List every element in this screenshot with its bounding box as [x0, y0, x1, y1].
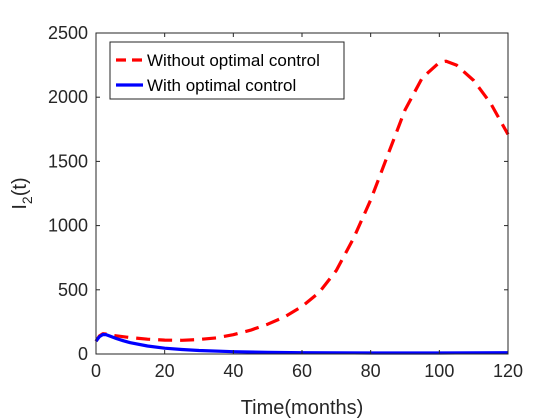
- legend-box: [109, 41, 345, 100]
- x-tick-label: 60: [292, 361, 312, 381]
- y-axis-label-main: I: [9, 204, 31, 210]
- series-line-with-control: [94, 332, 509, 355]
- x-tick-label: 0: [91, 361, 101, 381]
- x-tick-label: 80: [361, 361, 381, 381]
- y-tick-label: 1000: [48, 216, 88, 236]
- x-tick-label: 20: [155, 361, 175, 381]
- y-axis-label: I2(t): [9, 177, 35, 209]
- x-axis-label: Time(months): [241, 397, 364, 419]
- y-tick-label: 2500: [48, 23, 88, 43]
- series-line-without-control: [94, 59, 510, 343]
- y-tick-label: 1500: [48, 151, 88, 171]
- y-tick-label: 500: [58, 280, 88, 300]
- legend: Without optimal control With optimal con…: [109, 41, 345, 100]
- y-axis-label-tail: (t): [9, 177, 31, 196]
- x-tick-label: 100: [424, 361, 454, 381]
- y-tick-label: 0: [78, 344, 88, 364]
- y-tick-label: 2000: [48, 87, 88, 107]
- series-layer: [94, 59, 510, 355]
- legend-label-without-control: Without optimal control: [147, 51, 320, 70]
- y-axis-label-subscript: 2: [19, 196, 35, 204]
- x-tick-label: 40: [223, 361, 243, 381]
- legend-label-with-control: With optimal control: [147, 76, 296, 95]
- x-tick-label: 120: [493, 361, 523, 381]
- ticks-layer: 0 20 40 60 80 100 120 0 500 1000 1500 2000 2500: [48, 23, 523, 381]
